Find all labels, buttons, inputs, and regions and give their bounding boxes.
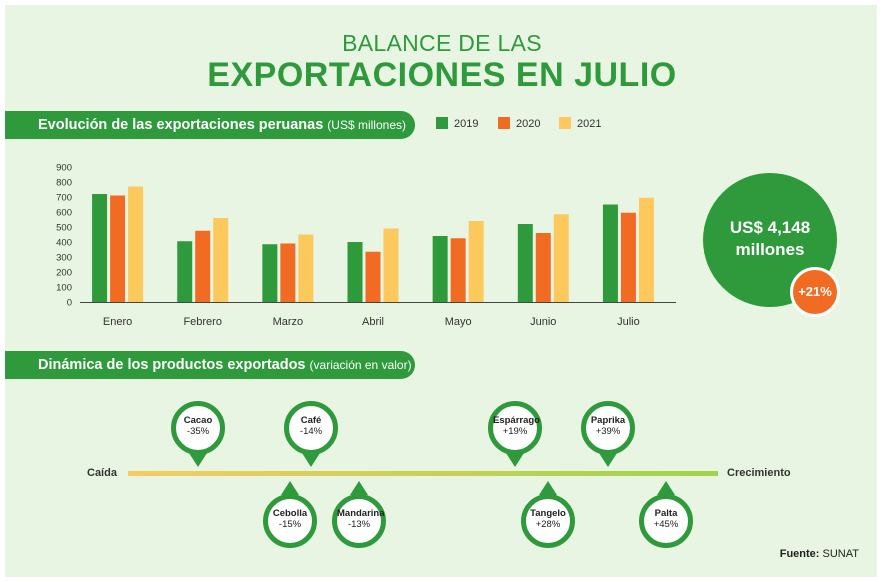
y-tick-label: 100 (56, 283, 72, 294)
product-change: -14% (299, 426, 323, 437)
bar-2019-abril (347, 242, 363, 302)
product-name: Cebolla (272, 508, 308, 519)
bar-2021-marzo (298, 234, 314, 302)
y-tick-label: 600 (56, 208, 72, 219)
legend-swatch-2020 (498, 117, 510, 129)
pin-pointer (506, 453, 524, 467)
pin-pointer (281, 481, 299, 495)
legend-label-2020: 2020 (516, 118, 541, 130)
product-name: Palta (654, 508, 678, 519)
x-tick-label: Enero (103, 316, 132, 328)
bar-2019-julio (602, 204, 618, 302)
product-change: +19% (502, 426, 528, 437)
y-tick-label: 0 (67, 298, 72, 309)
pin-pointer (539, 481, 557, 495)
bar-2020-mayo (450, 238, 466, 302)
pin-pointer (302, 453, 320, 467)
y-tick-label: 200 (56, 268, 72, 279)
legend-item-2019: 2019 (436, 117, 478, 131)
bar-2020-junio (535, 233, 551, 302)
bar-2019-marzo (262, 244, 278, 302)
source-label: Fuente: (779, 548, 820, 560)
y-tick-label: 700 (56, 193, 72, 204)
bar-2019-junio (517, 224, 533, 302)
bar-2019-enero (92, 194, 108, 302)
source-value: SUNAT (822, 548, 859, 560)
product-name: Cacao (183, 415, 213, 426)
product-change: +39% (595, 426, 621, 437)
bar-2021-julio (638, 197, 654, 302)
pin-pointer (189, 453, 207, 467)
bar-2019-mayo (432, 236, 448, 302)
product-pin-cafe: Café -14% (284, 401, 338, 455)
product-pin-tangelo: Tangelo +28% (521, 494, 575, 548)
title-line-1: BALANCE DE LAS (342, 30, 542, 56)
total-change-badge: +21% (790, 267, 840, 317)
bar-2020-enero (110, 195, 126, 302)
x-tick-label: Mayo (445, 316, 472, 328)
legend-swatch-2021 (559, 117, 571, 129)
variation-axis-bar (128, 471, 718, 476)
section-title: Evolución de las exportaciones peruanas (38, 117, 324, 133)
legend-label-2019: 2019 (454, 118, 479, 130)
product-change: -15% (278, 519, 302, 530)
product-pin-paprika: Paprika +39% (581, 401, 635, 455)
bar-2021-junio (553, 214, 569, 302)
source-note: Fuente: SUNAT (780, 548, 859, 560)
product-name: Mandarina (337, 508, 385, 519)
product-name: Paprika (590, 415, 626, 426)
axis-label-increase: Crecimiento (727, 467, 791, 479)
bar-2021-mayo (468, 221, 484, 302)
y-tick-label: 900 (56, 163, 72, 174)
product-change: -35% (186, 426, 210, 437)
product-pin-cebolla: Cebolla -15% (263, 494, 317, 548)
pin-pointer (657, 481, 675, 495)
product-pin-esparrago: Espárrago +19% (488, 401, 542, 455)
bar-2020-febrero (195, 230, 211, 302)
x-tick-label: Junio (530, 316, 556, 328)
x-tick-label: Julio (617, 316, 640, 328)
product-pin-cacao: Cacao -35% (171, 401, 225, 455)
y-tick-label: 800 (56, 178, 72, 189)
section-subtitle: (US$ millones) (327, 118, 406, 132)
bar-2020-marzo (280, 243, 296, 302)
pin-pointer (350, 481, 368, 495)
total-text: US$ 4,148 millones (703, 217, 837, 261)
product-change: -13% (347, 519, 371, 530)
pin-pointer (599, 453, 617, 467)
bar-2020-julio (620, 212, 636, 302)
bar-2021-abril (383, 228, 399, 302)
product-name: Espárrago (493, 415, 540, 426)
x-tick-label: Febrero (183, 316, 222, 328)
section-subtitle: (variación en valor) (309, 358, 412, 372)
product-pin-palta: Palta +45% (639, 494, 693, 548)
product-name: Café (300, 415, 322, 426)
x-tick-label: Abril (362, 316, 384, 328)
total-unit: millones (735, 240, 805, 259)
title-line-2: EXPORTACIONES EN JULIO (207, 56, 677, 94)
legend-label-2021: 2021 (577, 118, 602, 130)
x-tick-label: Marzo (273, 316, 304, 328)
y-tick-label: 300 (56, 253, 72, 264)
product-change: +45% (653, 519, 679, 530)
total-amount: US$ 4,148 (729, 218, 811, 237)
product-name: Tangelo (530, 508, 566, 519)
legend-swatch-2019 (436, 117, 448, 129)
bar-2020-abril (365, 251, 381, 302)
y-tick-label: 400 (56, 238, 72, 249)
section-banner-products: Dinámica de los productos exportados (va… (5, 351, 415, 379)
bar-2019-febrero (177, 241, 193, 302)
bar-2021-enero (128, 186, 144, 302)
product-pin-mandarina: Mandarina -13% (332, 494, 386, 548)
bar-2021-febrero (213, 218, 229, 302)
axis-label-decrease: Caída (87, 467, 117, 479)
section-title: Dinámica de los productos exportados (38, 357, 306, 373)
section-banner-exports: Evolución de las exportaciones peruanas … (5, 111, 415, 139)
legend-item-2021: 2021 (559, 117, 601, 131)
product-change: +28% (535, 519, 561, 530)
y-tick-label: 500 (56, 223, 72, 234)
legend-item-2020: 2020 (498, 117, 540, 131)
